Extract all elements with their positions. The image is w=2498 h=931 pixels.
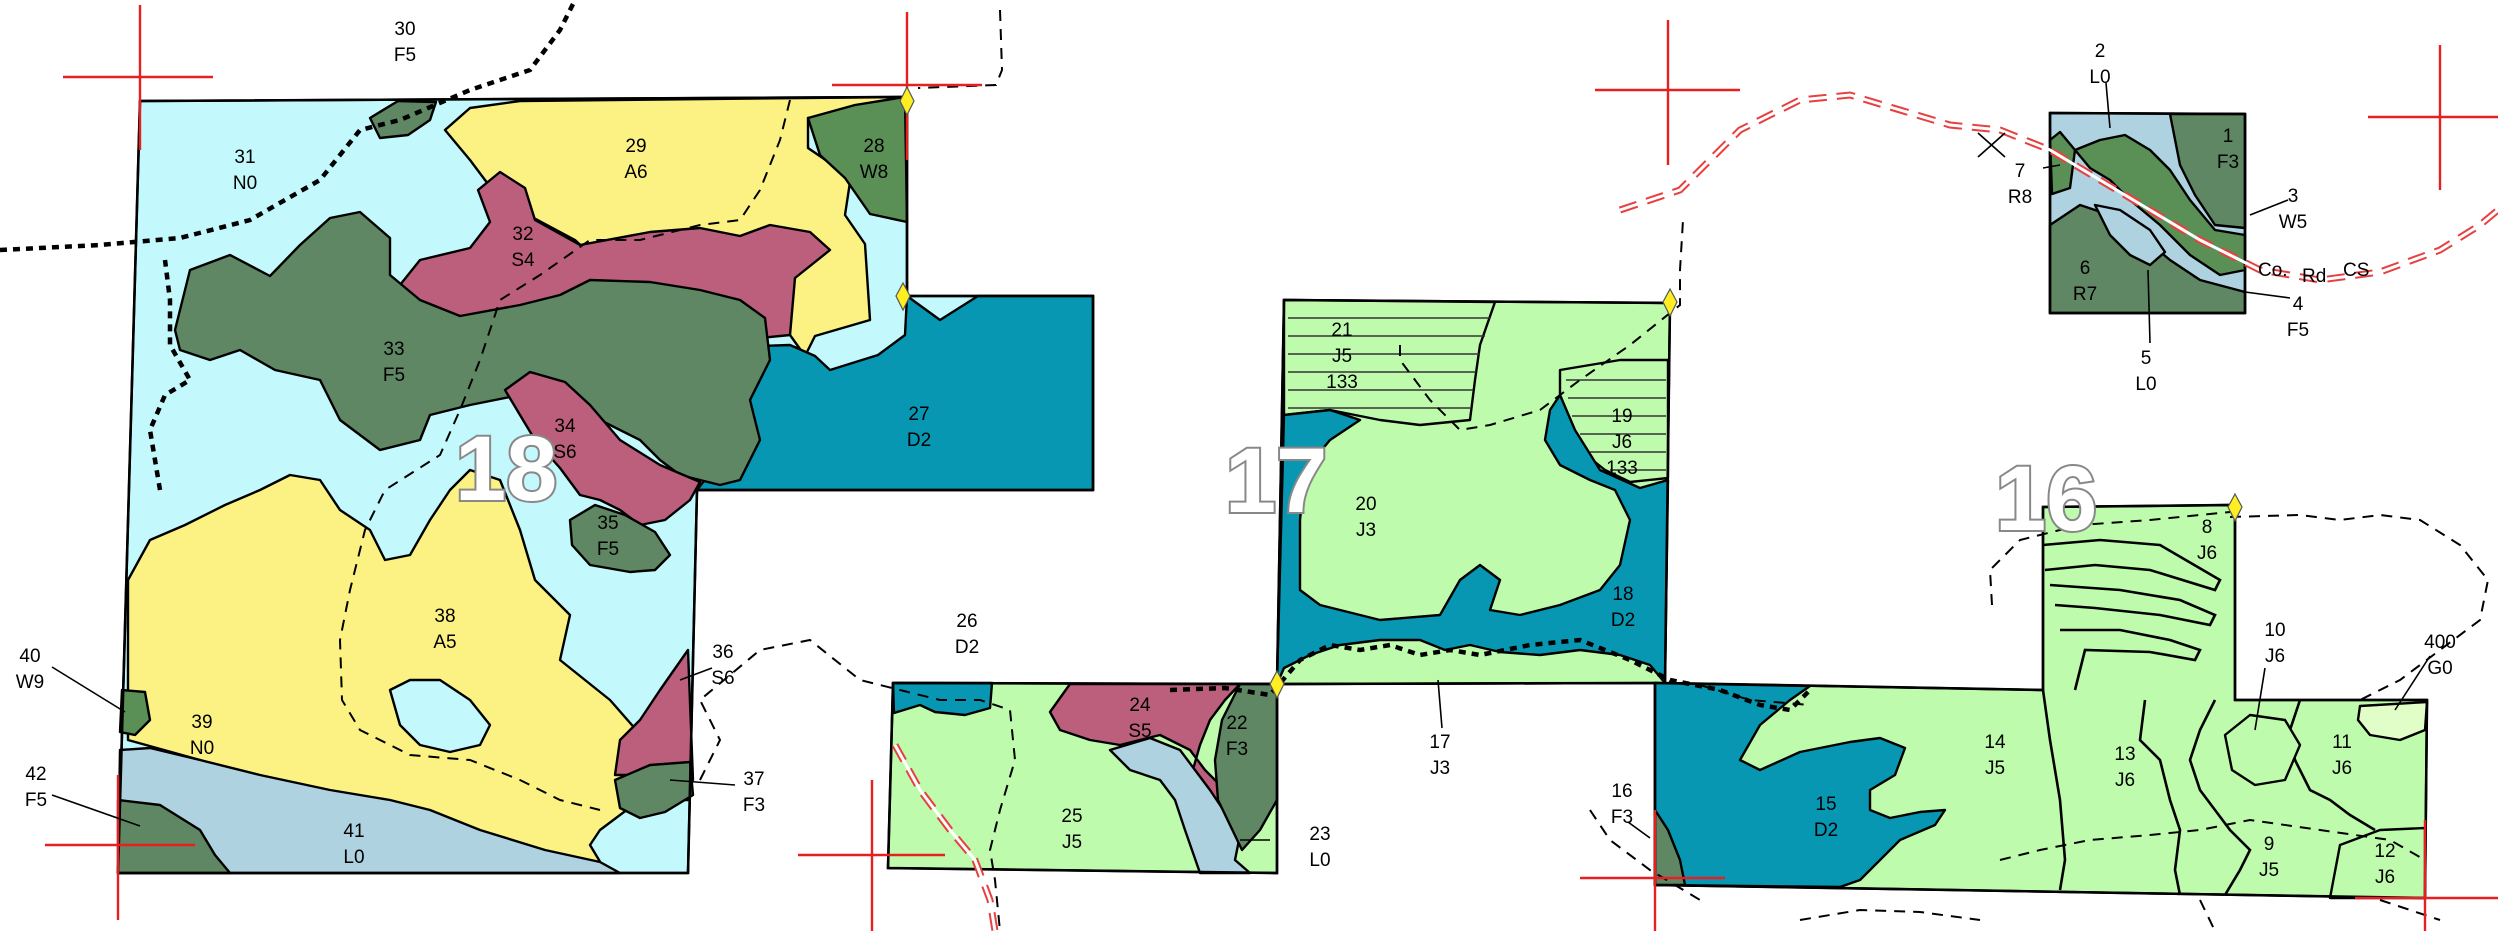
tract-boundaries xyxy=(116,95,2429,900)
road-label-cs: CS xyxy=(2343,260,2369,281)
stand-33-label: 33 F5 xyxy=(383,339,405,386)
stand-3-label: 3 W5 xyxy=(2279,186,2308,233)
stand-16-label: 16 F3 xyxy=(1611,781,1633,828)
stand-23-label: 23 L0 xyxy=(1309,824,1330,871)
survey-cross-icon xyxy=(45,775,195,920)
stand-19-label: 19 J6 133 xyxy=(1606,406,1638,479)
survey-cross-icon xyxy=(2368,45,2498,190)
stand-10-inclusion xyxy=(2223,713,2302,787)
stand-5-polygon[interactable] xyxy=(2093,203,2167,267)
leader-lines xyxy=(51,82,2431,841)
section-17-stands xyxy=(886,298,1672,875)
stand-4-label: 4 F5 xyxy=(2287,294,2309,341)
road-label-co: Co. xyxy=(2258,260,2288,281)
stand-21-polygon[interactable] xyxy=(1282,298,1497,427)
stand-30-label: 30 F5 xyxy=(394,19,416,66)
stand-17-label: 17 J3 xyxy=(1429,732,1450,779)
stand-15-polygon[interactable] xyxy=(1653,681,1947,889)
stand-40-polygon[interactable] xyxy=(118,688,152,737)
stand-10-label: 10 J6 xyxy=(2264,620,2285,667)
stand-31-label: 31 N0 xyxy=(233,147,257,194)
stand-15-label: 15 D2 xyxy=(1814,794,1838,841)
stand-13-east-boundary xyxy=(2138,699,2182,896)
stand-42-label: 42 F5 xyxy=(25,764,47,811)
stand-28-label: 28 W8 xyxy=(860,136,889,183)
stand-38-label: 38 A5 xyxy=(433,606,456,653)
corner-diamond-icon xyxy=(1662,287,1678,318)
stand-20-label: 20 J3 xyxy=(1355,494,1376,541)
stand-34-label: 34 S6 xyxy=(553,416,576,463)
stand-18-label: 18 D2 xyxy=(1611,584,1635,631)
stand-labels: 30 F5 31 N0 29 A6 28 W8 32 S4 33 F5 27 D2 34 S6 … xyxy=(16,19,2456,888)
stand-21-hatching xyxy=(1288,317,1490,409)
section-label-18: 18 xyxy=(455,418,557,520)
x-mark-icon xyxy=(1977,132,2006,158)
stand-1-label: 1 F3 xyxy=(2217,126,2239,173)
corner-diamond-icon xyxy=(899,85,915,117)
stand-19-hatching xyxy=(1566,379,1666,471)
stand-21-label: 21 J5 133 xyxy=(1326,320,1358,393)
survey-cross-icon xyxy=(1580,810,1725,931)
stand-34-polygon[interactable] xyxy=(503,370,702,527)
stand-29-label: 29 A6 xyxy=(624,136,647,183)
stand-27-label: 27 D2 xyxy=(907,404,931,451)
survey-cross-icon xyxy=(63,5,213,150)
corner-markers xyxy=(895,85,2243,700)
survey-cross-icon xyxy=(1595,20,1740,165)
section-numbers: 18 17 16 xyxy=(453,416,2099,552)
stand-14-label: 14 J5 xyxy=(1984,732,2006,779)
stand-40-label: 40 W9 xyxy=(16,646,45,693)
stand-400-polygon[interactable] xyxy=(2356,700,2429,742)
stand-8-drainage-lines xyxy=(2042,538,2222,691)
stand-9-label: 9 J5 xyxy=(2259,834,2279,881)
stand-8-label: 8 J6 xyxy=(2197,517,2217,564)
stand-12-label: 12 J6 xyxy=(2374,841,2395,888)
road-label-rd: Rd xyxy=(2302,266,2326,287)
county-road: Co. Rd CS xyxy=(891,91,2498,931)
survey-cross-icon xyxy=(798,780,945,931)
corner-diamond-icon xyxy=(2227,492,2243,523)
stand-18-polygon[interactable] xyxy=(1275,393,1670,686)
stand-22-label: 22 F3 xyxy=(1226,713,1248,760)
stand-2-label: 2 L0 xyxy=(2089,41,2110,88)
stand-38-inclusion xyxy=(388,678,492,754)
stand-25-label: 25 J5 xyxy=(1061,806,1082,853)
stand-11-label: 11 J6 xyxy=(2332,732,2352,779)
stand-37-label: 37 F3 xyxy=(743,769,765,816)
stand-32-label: 32 S4 xyxy=(511,224,535,271)
stand-400-label: 400 G0 xyxy=(2424,632,2456,679)
survey-cross-icon xyxy=(2355,820,2498,931)
section-label-16: 16 xyxy=(1995,448,2097,550)
stand-33-polygon[interactable] xyxy=(173,210,772,487)
stand-28-polygon[interactable] xyxy=(806,95,909,224)
stand-5-label: 5 L0 xyxy=(2135,348,2156,395)
stand-35-label: 35 F5 xyxy=(597,513,619,560)
stand-7-polygon[interactable] xyxy=(2048,130,2077,196)
section-18-stands xyxy=(116,95,1095,875)
stand-41-label: 41 L0 xyxy=(343,821,364,868)
stand-26-label: 26 D2 xyxy=(955,611,979,658)
stand-9-boundary xyxy=(2188,699,2252,896)
corner-diamond-icon xyxy=(1269,669,1285,700)
stand-36-label: 36 S6 xyxy=(711,642,734,689)
stand-13-boundary xyxy=(2041,689,2067,891)
stand-37-polygon[interactable] xyxy=(613,760,695,820)
section-label-17: 17 xyxy=(1225,430,1327,532)
stand-6-label: 6 R7 xyxy=(2073,258,2097,305)
stand-39-label: 39 N0 xyxy=(190,712,214,759)
stand-35-polygon[interactable] xyxy=(568,503,672,574)
corner-diamond-icon xyxy=(895,281,911,312)
stand-7-label: 7 R8 xyxy=(2008,161,2032,208)
stand-24-label: 24 S5 xyxy=(1128,695,1151,742)
stand-13-label: 13 J6 xyxy=(2114,744,2135,791)
